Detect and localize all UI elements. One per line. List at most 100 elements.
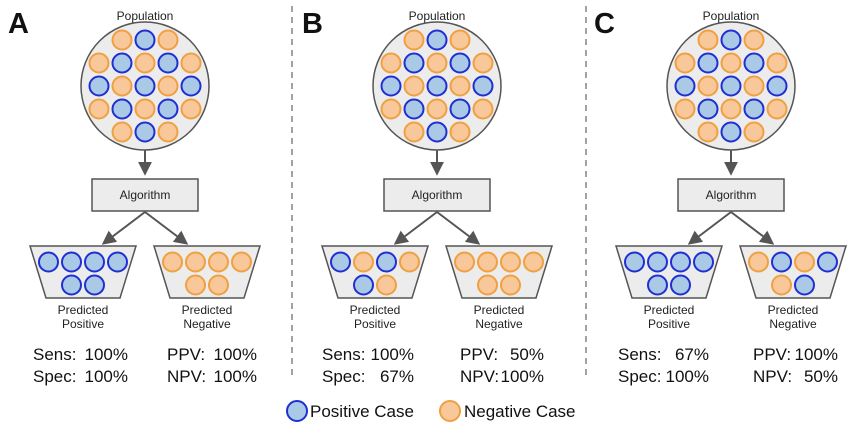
legend-negative-swatch: [439, 400, 461, 422]
negative-case-dot: [426, 52, 448, 74]
negative-case-dot: [403, 29, 425, 51]
negative-case-dot: [426, 98, 448, 120]
negative-case-dot: [134, 52, 156, 74]
negative-case-dot: [674, 98, 696, 120]
population-dots: [380, 29, 494, 143]
population-label: Population: [117, 9, 174, 23]
positive-case-dot: [134, 121, 156, 143]
negative-case-dot: [376, 274, 397, 296]
algorithm-label: Algorithm: [120, 188, 171, 202]
positive-case-dot: [403, 52, 425, 74]
negative-case-dot: [454, 251, 475, 273]
spec-label: Spec:: [618, 367, 661, 386]
arrow-to-predicted-negative: [730, 211, 775, 245]
spec-value: 67%: [380, 367, 414, 386]
positive-case-dot: [353, 274, 374, 296]
arrow-to-predicted-negative: [436, 211, 481, 245]
negative-case-dot: [500, 274, 521, 296]
arrow-to-predicted-positive: [687, 211, 732, 245]
positive-case-dot: [693, 251, 714, 273]
positive-case-dot: [697, 52, 719, 74]
ppv-label: PPV:: [460, 345, 498, 364]
ppv-value: 100%: [214, 345, 257, 364]
algorithm-box: [677, 178, 785, 212]
predicted-positive-dots: [38, 251, 128, 296]
algorithm-label: Algorithm: [706, 188, 757, 202]
negative-case-dot: [720, 98, 742, 120]
negative-case-dot: [472, 52, 494, 74]
negative-case-dot: [185, 251, 206, 273]
npv-label: NPV:: [167, 367, 206, 386]
positive-case-dot: [426, 29, 448, 51]
sens-label: Sens:: [33, 345, 76, 364]
positive-case-dot: [88, 75, 110, 97]
sens-value: 67%: [675, 345, 709, 364]
positive-case-dot: [61, 274, 82, 296]
negative-case-dot: [743, 121, 765, 143]
negative-case-dot: [472, 98, 494, 120]
negative-case-dot: [111, 29, 133, 51]
negative-case-dot: [449, 121, 471, 143]
negative-case-dot: [674, 52, 696, 74]
negative-case-dot: [180, 98, 202, 120]
ppv-value: 50%: [510, 345, 544, 364]
positive-case-dot: [794, 274, 815, 296]
negative-case-dot: [697, 75, 719, 97]
positive-case-dot: [84, 274, 105, 296]
sens-value: 100%: [85, 345, 128, 364]
negative-case-dot: [88, 98, 110, 120]
panel-letter: B: [302, 8, 323, 40]
positive-case-dot: [720, 121, 742, 143]
negative-case-dot: [180, 52, 202, 74]
npv-label: NPV:: [753, 367, 792, 386]
positive-case-dot: [84, 251, 105, 273]
positive-case-dot: [449, 52, 471, 74]
predicted-positive-label-line2: Positive: [354, 317, 396, 331]
panel-letter: C: [594, 8, 615, 40]
negative-case-dot: [523, 251, 544, 273]
positive-case-dot: [38, 251, 59, 273]
positive-case-dot: [674, 75, 696, 97]
negative-case-dot: [771, 274, 792, 296]
predicted-negative-label-line2: Negative: [475, 317, 523, 331]
positive-case-dot: [720, 75, 742, 97]
positive-case-dot: [376, 251, 397, 273]
algorithm-box: [383, 178, 491, 212]
negative-case-dot: [449, 75, 471, 97]
positive-case-dot: [697, 98, 719, 120]
positive-case-dot: [771, 251, 792, 273]
npv-label: NPV:: [460, 367, 499, 386]
spec-label: Spec:: [322, 367, 365, 386]
population-dots: [674, 29, 788, 143]
panel-c: C Population Algorithm Predicted Positiv…: [594, 8, 848, 386]
population-dots: [88, 29, 202, 143]
predicted-positive-label-line1: Predicted: [58, 303, 109, 317]
positive-case-dot: [157, 52, 179, 74]
panel-b: B Population Algorithm Predicted Positiv…: [302, 8, 554, 386]
positive-case-dot: [817, 251, 838, 273]
predicted-positive-label-line1: Predicted: [350, 303, 401, 317]
spec-label: Spec:: [33, 367, 76, 386]
negative-case-dot: [185, 274, 206, 296]
negative-case-dot: [157, 29, 179, 51]
ppv-label: PPV:: [167, 345, 205, 364]
npv-value: 50%: [804, 367, 838, 386]
positive-case-dot: [426, 121, 448, 143]
predicted-negative-label-line1: Predicted: [182, 303, 233, 317]
negative-case-dot: [380, 52, 402, 74]
predicted-negative-label-line1: Predicted: [768, 303, 819, 317]
negative-case-dot: [748, 251, 769, 273]
algorithm-box: [91, 178, 199, 212]
negative-case-dot: [500, 251, 521, 273]
negative-case-dot: [403, 75, 425, 97]
positive-case-dot: [157, 98, 179, 120]
negative-case-dot: [231, 251, 252, 273]
positive-case-dot: [111, 52, 133, 74]
sens-label: Sens:: [618, 345, 661, 364]
positive-case-dot: [134, 75, 156, 97]
sens-value: 100%: [371, 345, 414, 364]
negative-case-dot: [794, 251, 815, 273]
legend-positive-swatch: [286, 400, 308, 422]
legend-negative-label: Negative Case: [464, 402, 576, 421]
